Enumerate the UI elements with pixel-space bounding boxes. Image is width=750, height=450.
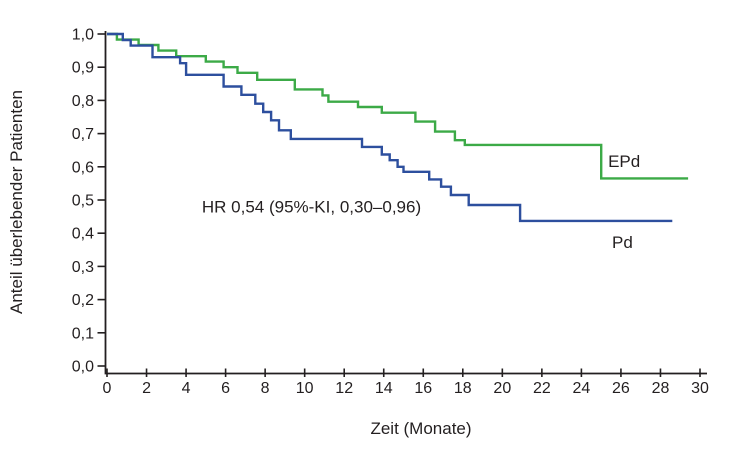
- x-tick-label: 4: [182, 380, 191, 397]
- x-tick-label: 8: [261, 380, 270, 397]
- y-tick-label: 0,0: [72, 359, 94, 376]
- y-tick-label: 0,5: [72, 193, 94, 210]
- x-tick-label: 28: [652, 380, 670, 397]
- x-tick-label: 30: [691, 380, 709, 397]
- y-tick-label: 0,1: [72, 325, 94, 342]
- x-tick-label: 18: [454, 380, 472, 397]
- curve-pd: [107, 32, 673, 223]
- x-axis-title: Zeit (Monate): [370, 419, 471, 438]
- y-axis-title: Anteil überlebender Patienten: [7, 90, 26, 314]
- x-tick-label: 24: [573, 380, 591, 397]
- x-tick-label: 16: [414, 380, 432, 397]
- y-tick-label: 0,9: [72, 60, 94, 77]
- x-tick-label: 6: [221, 380, 230, 397]
- y-tick-label: 0,3: [72, 259, 94, 276]
- survival-curves: [107, 32, 689, 223]
- hazard-ratio-annotation: HR 0,54 (95%-KI, 0,30–0,96): [202, 198, 421, 217]
- series-label-pd: Pd: [612, 233, 633, 252]
- curve-epd: [107, 32, 689, 180]
- x-tick-label: 0: [103, 380, 112, 397]
- y-tick-label: 0,4: [72, 226, 94, 243]
- y-tick-label: 0,6: [72, 159, 94, 176]
- x-tick-label: 12: [335, 380, 353, 397]
- x-tick-label: 2: [142, 380, 151, 397]
- y-tick-label: 0,8: [72, 93, 94, 110]
- x-tick-label: 20: [493, 380, 511, 397]
- x-tick-label: 22: [533, 380, 551, 397]
- x-tick-label: 14: [375, 380, 393, 397]
- y-tick-label: 1,0: [72, 27, 94, 44]
- y-tick-label: 0,7: [72, 126, 94, 143]
- axis-spines: [104, 31, 707, 375]
- x-tick-label: 10: [296, 380, 314, 397]
- series-label-epd: EPd: [608, 152, 640, 171]
- y-tick-label: 0,2: [72, 292, 94, 309]
- x-tick-label: 26: [612, 380, 630, 397]
- axes: 0,00,10,20,30,40,50,60,70,80,91,00 2 4 6 8 10…: [72, 27, 709, 398]
